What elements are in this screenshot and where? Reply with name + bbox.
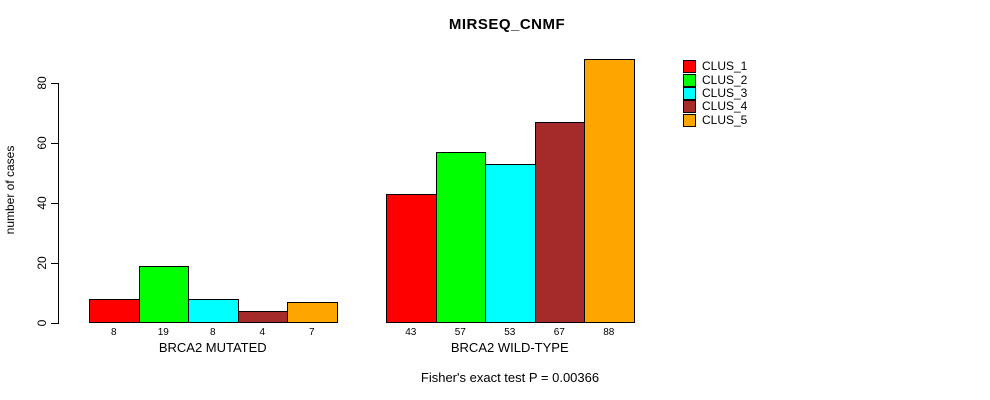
chart-title: MIRSEQ_CNMF (448, 16, 566, 33)
bar-clus_2-group2 (436, 152, 486, 323)
footnote: Fisher's exact test P = 0.00366 (420, 370, 600, 385)
y-axis-tick (51, 143, 58, 144)
legend-item-clus_4: CLUS_4 (683, 99, 748, 114)
bar-clus_4-group1 (238, 311, 288, 323)
group-label: BRCA2 WILD-TYPE (450, 340, 569, 355)
legend-swatch (683, 86, 696, 100)
bar-clus_5-group1 (287, 302, 338, 323)
y-axis-tick (51, 83, 58, 84)
legend-label: CLUS_4 (702, 99, 748, 114)
legend-swatch (683, 113, 696, 127)
bar-value-label: 8 (209, 327, 216, 338)
bar-clus_1-group2 (386, 194, 437, 323)
legend-item-clus_2: CLUS_2 (683, 72, 748, 87)
bar-clus_1-group1 (89, 299, 140, 323)
y-axis-tick (51, 323, 58, 324)
group-label: BRCA2 MUTATED (158, 340, 267, 355)
bar-clus_3-group2 (485, 164, 536, 323)
legend: CLUS_1 CLUS_2 CLUS_3 CLUS_4 CLUS_5 (683, 60, 747, 127)
legend-swatch (683, 73, 696, 87)
bar-clus_4-group2 (535, 122, 585, 323)
legend-label: CLUS_5 (702, 112, 748, 127)
legend-item-clus_5: CLUS_5 (683, 112, 748, 127)
bar-value-label: 57 (454, 327, 466, 338)
legend-label: CLUS_2 (702, 72, 748, 87)
legend-item-clus_3: CLUS_3 (683, 85, 748, 100)
y-axis-tick (51, 263, 58, 264)
legend-label: CLUS_1 (702, 59, 748, 74)
y-axis-tick-label: 60 (35, 136, 49, 150)
bar-clus_5-group2 (584, 59, 635, 323)
y-axis-tick-label: 0 (35, 319, 49, 327)
bar-value-label: 4 (259, 327, 266, 338)
y-axis-tick (51, 203, 58, 204)
bar-value-label: 88 (603, 327, 615, 338)
bar-value-label: 19 (157, 327, 169, 338)
y-axis-line (58, 83, 59, 324)
legend-label: CLUS_3 (702, 85, 748, 100)
legend-item-clus_1: CLUS_1 (683, 59, 748, 74)
legend-swatch (683, 60, 696, 74)
y-axis-tick-label: 80 (35, 76, 49, 90)
bar-clus_3-group1 (188, 299, 239, 323)
bar-value-label: 53 (504, 327, 516, 338)
bar-value-label: 43 (405, 327, 417, 338)
bar-clus_2-group1 (139, 266, 189, 323)
legend-swatch (683, 100, 696, 114)
y-axis-tick-label: 40 (35, 196, 49, 210)
bar-value-label: 8 (110, 327, 117, 338)
y-axis-label: number of cases (3, 145, 17, 235)
bar-value-label: 7 (308, 327, 315, 338)
bar-value-label: 67 (553, 327, 565, 338)
y-axis-tick-label: 20 (35, 256, 49, 270)
